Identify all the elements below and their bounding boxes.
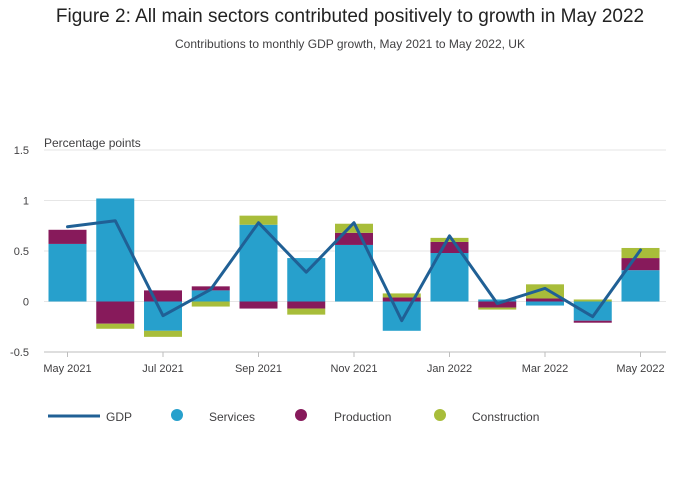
bar-construction-jan-2022 — [430, 237, 469, 242]
bar-construction-jun-2021 — [96, 323, 135, 329]
y-tick-label: 0.5 — [14, 246, 29, 258]
legend-services-label: Services — [209, 410, 255, 424]
y-tick-label: -0.5 — [10, 347, 29, 359]
bar-services-dec-2021 — [382, 301, 421, 331]
legend-construction-swatch — [434, 409, 446, 421]
bar-production-jun-2021 — [96, 301, 135, 324]
bar-construction-nov-2021 — [335, 223, 373, 233]
bar-services-jun-2021 — [96, 198, 135, 302]
legend-gdp-label: GDP — [106, 410, 132, 424]
bar-production-may-2021 — [48, 229, 87, 244]
bar-production-jul-2021 — [144, 290, 182, 302]
legend-production-swatch — [295, 409, 307, 421]
gdp-line — [66, 219, 642, 323]
x-tick-label: May 2022 — [616, 363, 664, 375]
axes: 1.5 1 0.5 0 -0.5 May 2021 Jul 2021 Sep 2021 Nov … — [10, 145, 666, 375]
x-tick-label: Sep 2021 — [235, 363, 282, 375]
legend-services-swatch — [171, 409, 183, 421]
bar-production-mar-2022 — [526, 298, 564, 302]
y-tick-label: 1.5 — [14, 145, 29, 157]
y-tick-label: 0 — [23, 297, 29, 309]
bar-services-mar-2022 — [526, 301, 564, 306]
x-tick-label: Nov 2021 — [330, 363, 377, 375]
bar-construction-oct-2021 — [287, 308, 326, 315]
x-tick-label: Jan 2022 — [427, 363, 472, 375]
x-tick-label: Jul 2021 — [142, 363, 184, 375]
bar-services-aug-2021 — [191, 290, 230, 302]
bar-construction-feb-2022 — [478, 307, 517, 310]
bar-construction-may-2022 — [621, 247, 660, 259]
bar-services-nov-2021 — [335, 244, 373, 302]
y-tick-label: 1 — [23, 196, 29, 208]
bar-production-dec-2021 — [382, 297, 421, 302]
bar-services-oct-2021 — [287, 258, 326, 302]
bar-construction-apr-2022 — [573, 299, 612, 302]
bar-services-apr-2022 — [573, 301, 612, 321]
bar-services-feb-2022 — [478, 299, 517, 302]
bar-production-jan-2022 — [430, 241, 469, 254]
legend: GDP Services Production Construction — [48, 409, 539, 424]
x-tick-label: May 2021 — [43, 363, 91, 375]
legend-production-label: Production — [334, 410, 391, 424]
gdp-line-layer — [66, 219, 642, 323]
bar-services-may-2021 — [48, 243, 87, 302]
bar-construction-jul-2021 — [144, 330, 182, 337]
bar-construction-dec-2021 — [382, 293, 421, 298]
chart-title: Figure 2: All main sectors contributed p… — [55, 6, 645, 27]
bar-production-oct-2021 — [287, 301, 326, 309]
legend-construction-label: Construction — [472, 410, 539, 424]
bar-production-sep-2021 — [239, 301, 278, 309]
x-tick-label: Mar 2022 — [522, 363, 568, 375]
bar-construction-aug-2021 — [191, 301, 230, 307]
chart-subtitle: Contributions to monthly GDP growth, May… — [175, 37, 525, 51]
y-axis-label: Percentage points — [44, 136, 141, 150]
bar-production-apr-2022 — [573, 320, 612, 323]
bar-services-may-2022 — [621, 270, 660, 302]
bar-construction-sep-2021 — [239, 215, 278, 225]
